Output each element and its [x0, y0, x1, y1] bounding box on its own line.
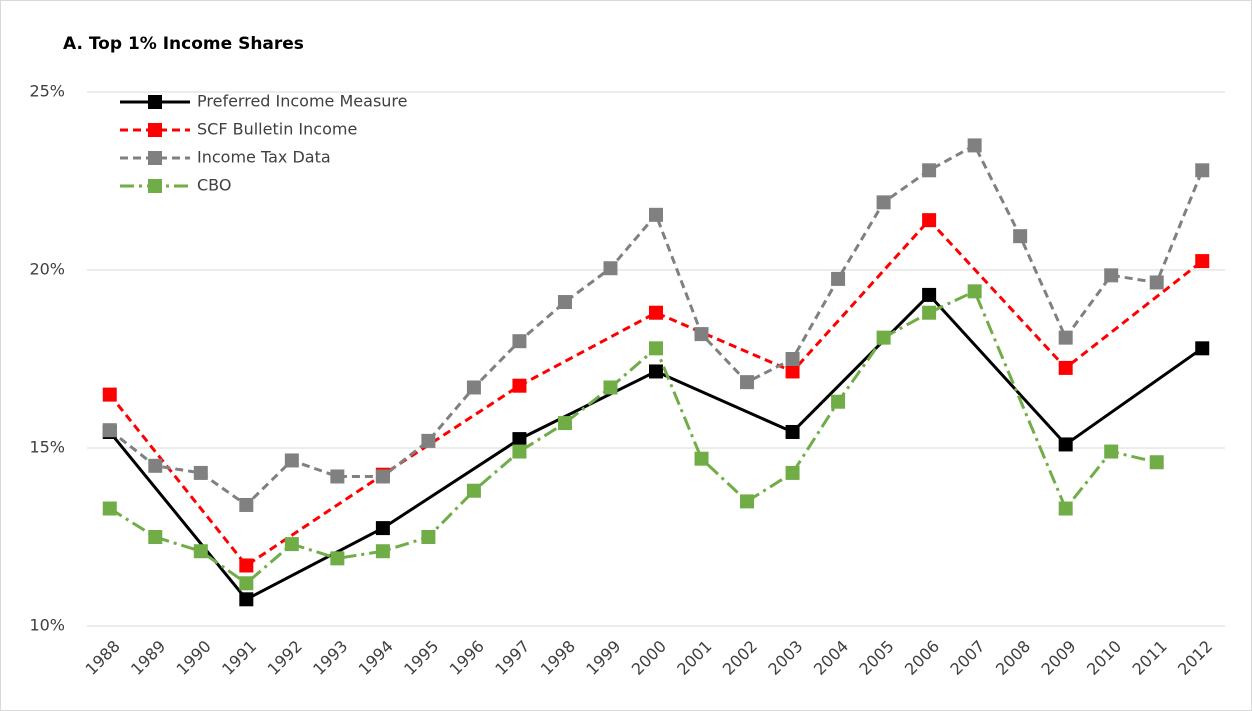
point — [1149, 455, 1164, 470]
point — [603, 261, 618, 276]
point — [102, 387, 117, 402]
point — [512, 378, 527, 393]
point — [649, 364, 663, 379]
point — [876, 330, 891, 345]
point — [1058, 360, 1073, 375]
point — [1104, 268, 1119, 283]
point — [603, 380, 618, 395]
point — [512, 334, 527, 349]
point — [193, 544, 208, 559]
point — [785, 465, 800, 480]
point — [922, 287, 937, 302]
legend-label: SCF Bulletin Income — [197, 120, 357, 139]
point — [1058, 501, 1073, 516]
point — [740, 375, 755, 390]
y-tick-label: 10% — [29, 616, 65, 635]
point — [1104, 444, 1119, 459]
point — [922, 305, 937, 320]
point — [148, 458, 163, 473]
point — [694, 451, 709, 466]
point — [1013, 229, 1028, 244]
point — [512, 444, 527, 459]
point — [375, 544, 390, 559]
point — [1058, 330, 1073, 345]
point — [1195, 341, 1210, 356]
point — [649, 341, 663, 356]
y-tick-label: 25% — [29, 82, 65, 101]
point — [785, 364, 800, 379]
point — [831, 394, 846, 409]
legend-marker — [148, 123, 162, 137]
point — [967, 284, 982, 299]
series-line — [108, 217, 1204, 568]
point — [831, 271, 846, 286]
point — [876, 195, 891, 210]
point — [1149, 275, 1164, 290]
point — [239, 576, 254, 591]
point — [557, 295, 572, 310]
point — [967, 138, 982, 153]
point — [421, 530, 436, 544]
point — [239, 558, 254, 573]
point — [102, 423, 117, 438]
point — [922, 163, 937, 178]
point — [649, 207, 663, 222]
point — [785, 424, 800, 439]
point — [330, 469, 345, 484]
legend-label: Income Tax Data — [197, 148, 331, 167]
point — [557, 416, 572, 431]
point — [512, 432, 527, 447]
legend-marker — [148, 179, 162, 193]
y-tick-label: 15% — [29, 438, 65, 457]
legend-label: CBO — [197, 176, 231, 195]
point — [785, 352, 800, 366]
point — [148, 530, 163, 544]
point — [375, 469, 390, 484]
point — [740, 494, 755, 509]
point — [1195, 254, 1210, 269]
chart-title: A. Top 1% Income Shares — [63, 34, 304, 54]
point — [1195, 163, 1210, 178]
point — [284, 537, 299, 552]
point — [922, 213, 937, 228]
point — [239, 497, 254, 512]
point — [330, 551, 345, 566]
point — [239, 592, 254, 607]
point — [649, 305, 663, 320]
y-tick-label: 20% — [29, 260, 65, 279]
point — [421, 433, 436, 448]
point — [466, 483, 481, 498]
point — [375, 521, 390, 536]
point — [284, 453, 299, 468]
point — [694, 327, 709, 342]
point — [102, 501, 117, 516]
legend-label: Preferred Income Measure — [197, 92, 407, 111]
point — [466, 380, 481, 395]
point — [1058, 437, 1073, 452]
point — [193, 465, 208, 480]
legend-marker — [148, 151, 162, 165]
legend-marker — [148, 95, 162, 109]
